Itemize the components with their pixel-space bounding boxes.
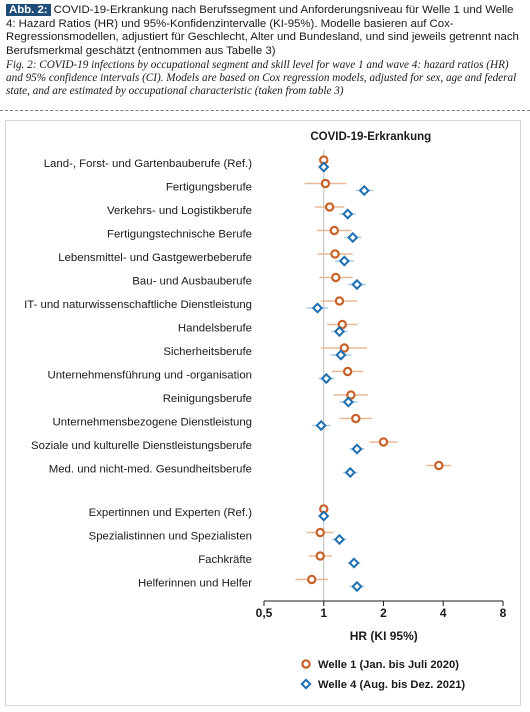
point-wave1 <box>307 574 317 585</box>
row-0-10: Reinigungsberufe <box>163 390 368 408</box>
legend-item-wave1: Welle 1 (Jan. bis Juli 2020) <box>301 659 459 671</box>
row-0-3: Fertigungstechnische Berufe <box>107 225 362 244</box>
point-wave4 <box>351 278 363 291</box>
row-0-6: IT- und naturwissenschaftliche Dienstlei… <box>24 296 358 314</box>
category-label: Bau- und Ausbauberufe <box>132 276 252 288</box>
category-label: Reinigungsberufe <box>163 393 252 405</box>
point-wave1 <box>330 249 340 259</box>
row-0-9: Unternehmensführung und -organisation <box>47 366 364 385</box>
point-wave4 <box>333 325 346 338</box>
chart-title: COVID-19-Erkrankung <box>310 131 431 143</box>
point-wave4 <box>342 208 354 220</box>
point-wave4 <box>311 302 324 314</box>
figure-caption: Abb. 2: COVID-19-Erkrankung nach Berufsse… <box>6 4 524 98</box>
x-tick-label: 8 <box>500 606 507 620</box>
category-label: Lebensmittel- und Gastgewerbeberufe <box>58 252 252 264</box>
point-wave4 <box>358 184 370 197</box>
x-tick-label: 1 <box>320 606 327 620</box>
x-axis-label: HR (KI 95%) <box>350 629 418 643</box>
caption-german: Abb. 2: COVID-19-Erkrankung nach Berufsse… <box>6 4 524 58</box>
caption-label: Abb. 2: <box>6 4 51 16</box>
point-wave4 <box>338 255 350 267</box>
row-1-1: Spezialistinnen und Spezialisten <box>89 527 347 546</box>
row-0-8: Sicherheitsberufe <box>163 343 367 361</box>
category-label: Expertinnen und Experten (Ref.) <box>89 507 253 519</box>
row-1-2: Fachkräfte <box>198 551 361 569</box>
category-label: Land-, Forst- und Gartenbauberufe (Ref.) <box>44 158 253 170</box>
category-label: Fertigungstechnische Berufe <box>107 229 252 241</box>
point-wave1 <box>342 366 353 377</box>
point-wave4 <box>351 443 363 455</box>
category-label: Med. und nicht-med. Gesundheitsberufe <box>49 464 252 476</box>
point-wave1 <box>331 272 341 283</box>
legend-label-wave4: Welle 4 (Aug. bis Dez. 2021) <box>318 679 465 691</box>
point-wave4 <box>320 372 332 385</box>
caption-divider <box>0 110 530 112</box>
category-label: Sicherheitsberufe <box>163 346 252 358</box>
point-wave4 <box>333 533 346 546</box>
x-tick-label: 4 <box>440 606 447 620</box>
point-wave4 <box>335 349 347 361</box>
point-wave1 <box>334 296 345 306</box>
point-wave4 <box>318 510 330 522</box>
legend: Welle 1 (Jan. bis Juli 2020) Welle 4 (Aug… <box>300 659 465 691</box>
row-0-12: Soziale und kulturelle Dienstleistungsbe… <box>31 437 398 455</box>
point-wave1 <box>378 437 389 447</box>
row-0-1: Fertigungsberufe <box>166 178 373 197</box>
category-label: Handelsberufe <box>178 323 252 335</box>
caption-english: Fig. 2: COVID-19 infections by occupatio… <box>6 59 517 98</box>
legend-item-wave4: Welle 4 (Aug. bis Dez. 2021) <box>300 678 465 691</box>
row-0-4: Lebensmittel- und Gastgewerbeberufe <box>58 249 354 267</box>
row-0-11: Unternehmensbezogene Dienstleistung <box>53 413 372 432</box>
category-label: Soziale und kulturelle Dienstleistungsbe… <box>31 440 252 452</box>
point-wave1 <box>337 319 347 330</box>
x-tick-label: 2 <box>380 606 387 620</box>
category-label: Spezialistinnen und Spezialisten <box>89 531 252 543</box>
legend-marker-wave4 <box>300 678 312 690</box>
row-0-7: Handelsberufe <box>178 319 358 338</box>
row-1-0: Expertinnen und Experten (Ref.) <box>89 504 330 522</box>
category-label: Fachkräfte <box>198 554 252 566</box>
row-0-5: Bau- und Ausbauberufe <box>132 272 366 291</box>
point-wave1 <box>339 343 350 353</box>
point-wave4 <box>318 161 330 173</box>
data-rows: Land-, Forst- und Gartenbauberufe (Ref.)… <box>24 155 452 593</box>
point-wave1 <box>434 460 444 471</box>
point-wave4 <box>342 396 354 408</box>
caption-german-text: COVID-19-Erkrankung nach Berufssegment u… <box>6 4 519 57</box>
point-wave4 <box>344 466 356 479</box>
point-wave4 <box>348 557 360 569</box>
category-label: Helferinnen und Helfer <box>138 578 252 590</box>
row-0-2: Verkehrs- und Logistikberufe <box>107 202 356 220</box>
row-1-3: Helferinnen und Helfer <box>138 574 365 593</box>
point-wave4 <box>315 419 327 432</box>
point-wave1 <box>346 390 356 400</box>
x-tick-label: 0,5 <box>256 606 273 620</box>
legend-marker-wave1 <box>301 659 311 669</box>
row-0-0: Land-, Forst- und Gartenbauberufe (Ref.) <box>44 155 330 173</box>
point-wave4 <box>351 580 363 593</box>
point-wave1 <box>351 413 361 424</box>
category-label: Verkehrs- und Logistikberufe <box>107 205 252 217</box>
point-wave1 <box>315 551 325 561</box>
chart-panel <box>5 120 521 706</box>
category-label: Unternehmensbezogene Dienstleistung <box>53 417 252 429</box>
point-wave1 <box>324 202 335 212</box>
category-label: Unternehmensführung und -organisation <box>47 370 252 382</box>
category-label: IT- und naturwissenschaftliche Dienstlei… <box>24 299 252 311</box>
point-wave1 <box>329 225 339 236</box>
point-wave1 <box>315 527 325 538</box>
point-wave1 <box>320 178 331 189</box>
legend-label-wave1: Welle 1 (Jan. bis Juli 2020) <box>318 659 459 671</box>
category-label: Fertigungsberufe <box>166 182 252 194</box>
x-axis: 0,5 1 2 4 8 <box>256 600 507 620</box>
point-wave4 <box>347 231 359 244</box>
row-0-13: Med. und nicht-med. Gesundheitsberufe <box>49 460 452 479</box>
